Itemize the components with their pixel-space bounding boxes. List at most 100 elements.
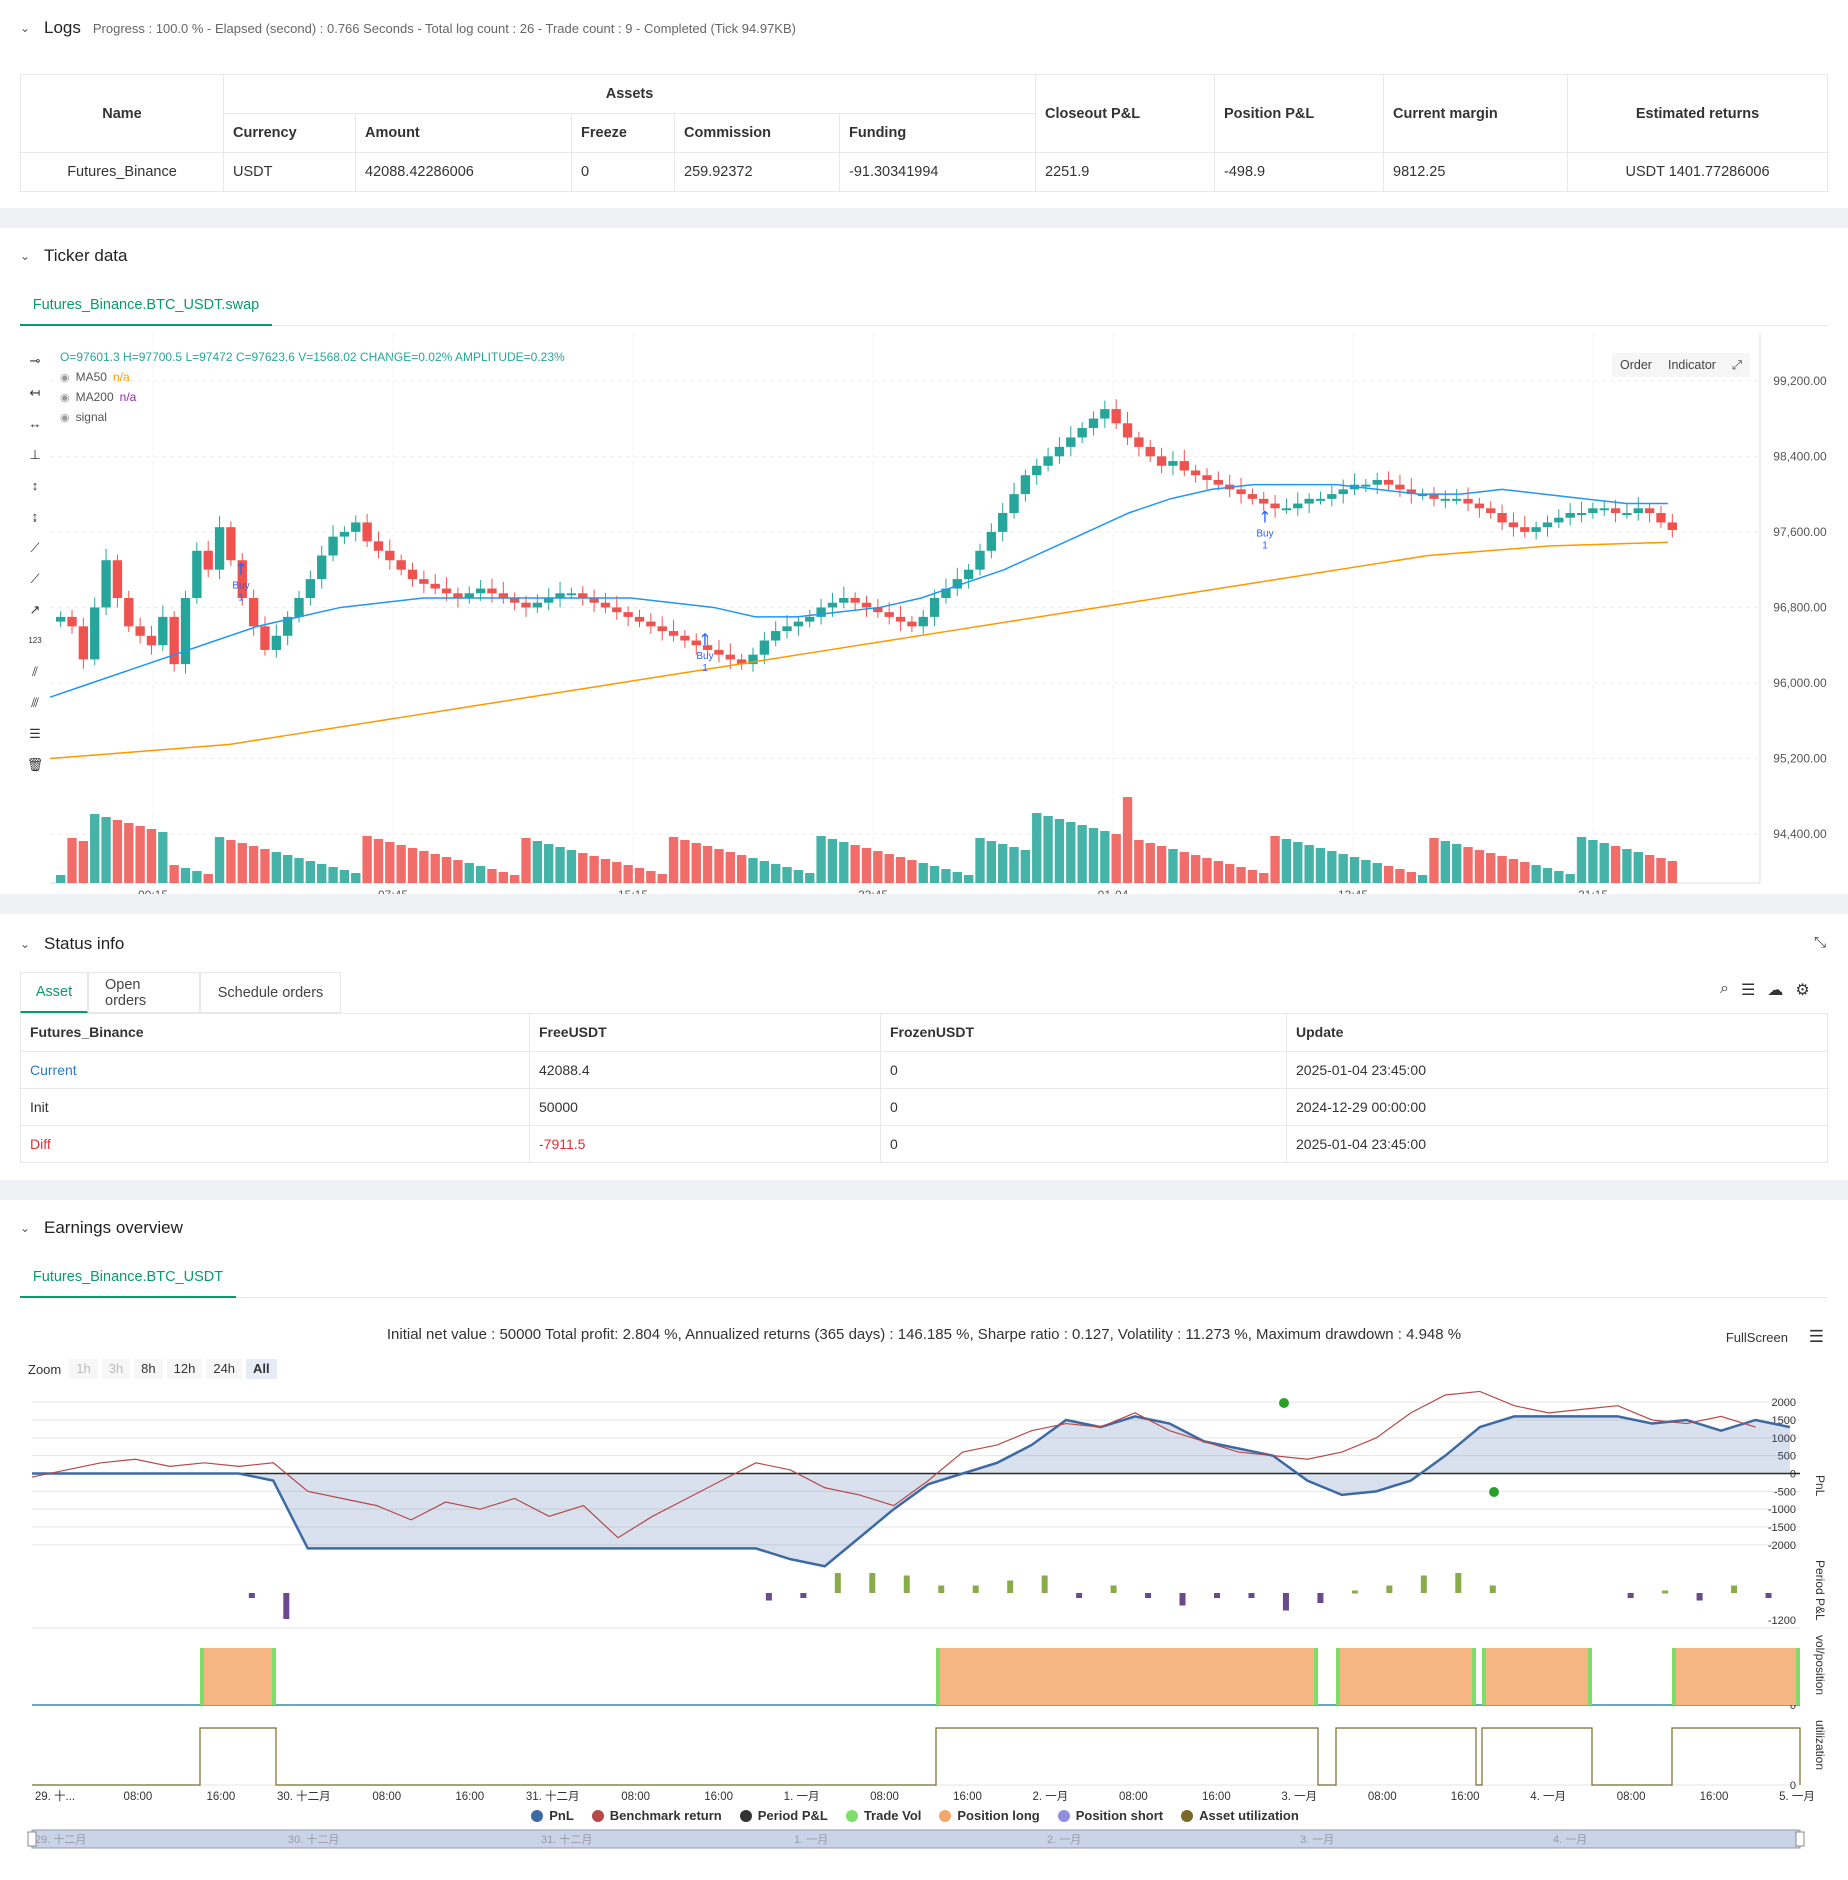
period-bar (1214, 1593, 1220, 1598)
chevron-down-icon[interactable]: ⌄ (20, 1221, 31, 1235)
legend-item[interactable]: Benchmark return (591, 1808, 722, 1823)
ticker-title: Ticker data (44, 246, 128, 265)
collapse-icon[interactable]: ⤡ (1813, 934, 1826, 951)
candle-body (1622, 513, 1632, 515)
tab-schedule-orders[interactable]: Schedule orders (200, 972, 341, 1013)
zoom-3h-button[interactable]: 3h (101, 1359, 131, 1379)
eye-icon[interactable]: ◉ (60, 411, 70, 424)
expand-icon[interactable]: ⤢ (1724, 353, 1751, 377)
zoom-all-button[interactable]: All (246, 1359, 277, 1379)
candle-body (1304, 498, 1314, 504)
zoom-24h-button[interactable]: 24h (206, 1359, 243, 1379)
position-long-block (1336, 1648, 1476, 1705)
x-tick-label: 01-04 (1098, 888, 1129, 894)
navigator-tick: 2. 一月 (1047, 1834, 1081, 1846)
segment-icon[interactable]: ↔ (28, 416, 42, 431)
ma200-legend[interactable]: ◉ MA200 n/a (60, 390, 136, 404)
trend-line-icon[interactable]: ⟋ (30, 540, 40, 555)
menu-icon[interactable]: ☰ (1808, 1327, 1824, 1346)
zoom-1h-button[interactable]: 1h (69, 1359, 98, 1379)
candle-body (634, 616, 645, 622)
chevron-down-icon[interactable]: ⌄ (20, 937, 31, 951)
earnings-header[interactable]: ⌄ Earnings overview (20, 1218, 183, 1238)
search-icon[interactable]: ⌕ (1720, 980, 1729, 997)
earnings-legend: PnL Benchmark return Period P&L Trade Vol Po… (0, 1808, 1848, 1825)
candle-body (1020, 475, 1031, 495)
price-label-icon[interactable]: 123 (28, 636, 42, 645)
fib-lines-icon[interactable]: ⫻ (31, 695, 39, 710)
legend-dot-icon (845, 1809, 858, 1822)
legend-item[interactable]: PnL (531, 1808, 574, 1823)
cloud-download-icon[interactable]: ☁ (1767, 982, 1784, 999)
legend-item[interactable]: Position short (1057, 1808, 1163, 1823)
volume-bar (1633, 852, 1643, 883)
tab-ticker-symbol[interactable]: Futures_Binance.BTC_USDT.swap (20, 285, 272, 326)
volume-bar (385, 842, 395, 883)
tab-earnings-symbol[interactable]: Futures_Binance.BTC_USDT (20, 1257, 236, 1298)
volume-bar (294, 858, 304, 883)
tab-open-orders[interactable]: Open orders (88, 972, 200, 1013)
candle-body (532, 602, 543, 608)
gear-icon[interactable]: ⚙ (1795, 982, 1810, 999)
chevron-down-icon[interactable]: ⌄ (20, 249, 31, 263)
order-button[interactable]: Order (1612, 353, 1660, 377)
chevron-down-icon[interactable]: ⌄ (20, 21, 31, 35)
ray-line-icon[interactable]: ⟋ (30, 571, 40, 586)
volume-bar (441, 857, 452, 883)
volume-bar (918, 863, 928, 883)
legend-item[interactable]: Asset utilization (1181, 1808, 1299, 1823)
row-label-current[interactable]: Current (20, 1051, 530, 1089)
trade-vol-bar (1588, 1648, 1592, 1705)
x-tick-label: 08:00 (1119, 1791, 1148, 1803)
parallel-channel-icon[interactable]: ⫽ (32, 664, 38, 679)
volume-bar (566, 850, 577, 883)
indicator-button[interactable]: Indicator (1660, 353, 1724, 377)
zoom-8h-button[interactable]: 8h (134, 1359, 163, 1379)
period-bar (1110, 1585, 1117, 1593)
candlestick-chart[interactable]: 99,200.00 98,400.00 97,600.00 96,800.00 96,0… (0, 228, 1848, 894)
col-currency: Currency (223, 113, 356, 153)
volume-bar (521, 838, 531, 883)
buy-arrow-icon: ↑ (1258, 507, 1271, 526)
horizontal-ray-icon[interactable]: ↤ (29, 385, 41, 400)
fullscreen-button[interactable]: FullScreen (1725, 1330, 1788, 1345)
eye-icon[interactable]: ◉ (60, 371, 70, 384)
horizontal-lines-icon[interactable]: ☰ (29, 726, 41, 741)
zoom-12h-button[interactable]: 12h (166, 1359, 203, 1379)
legend-item[interactable]: Position long (939, 1808, 1040, 1823)
list-icon[interactable]: ☰ (1740, 982, 1756, 999)
candle-body (282, 616, 293, 636)
vertical-line-icon[interactable]: ⊥ (29, 447, 41, 462)
legend-item[interactable]: Period P&L (739, 1808, 828, 1823)
tab-asset[interactable]: Asset (20, 972, 88, 1013)
eye-icon[interactable]: ◉ (60, 391, 70, 404)
volume-bar (929, 866, 940, 883)
earnings-chart[interactable]: 2000150010005000-500-1000-1500-2000PnL-1… (0, 1200, 1848, 1880)
cell-position: -498.9 (1214, 152, 1384, 192)
x-tick-label: 13:45 (1338, 888, 1368, 894)
legend-item[interactable]: Trade Vol (845, 1808, 921, 1823)
arrow-line-icon[interactable]: ↗ (29, 602, 41, 617)
vertical-segment-icon[interactable]: ↨ (31, 509, 39, 524)
volume-bar (941, 869, 951, 883)
volume-bar (1372, 863, 1382, 883)
horizontal-line-icon[interactable]: ⊸ (29, 353, 41, 368)
volume-bar (396, 845, 406, 883)
navigator-tick: 30. 十二月 (288, 1832, 339, 1846)
volume-bar (1168, 849, 1178, 883)
candle-body (1440, 498, 1451, 501)
volume-bar (782, 867, 792, 883)
navigator-tick: 3. 一月 (1300, 1834, 1334, 1846)
candle-body (1588, 508, 1598, 513)
status-header[interactable]: ⌄ Status info (20, 934, 124, 954)
candle-body (702, 645, 713, 650)
trash-icon[interactable]: 🗑 (26, 757, 44, 772)
logs-header[interactable]: ⌄ Logs Progress : 100.0 % - Elapsed (sec… (20, 18, 796, 38)
signal-legend[interactable]: ◉ signal (60, 410, 107, 424)
candle-body (192, 550, 202, 598)
candle-body (112, 560, 123, 598)
ticker-header[interactable]: ⌄ Ticker data (20, 246, 127, 266)
vertical-ray-icon[interactable]: ↕ (31, 478, 39, 493)
volume-bar (702, 846, 713, 883)
candle-body (1554, 517, 1564, 523)
